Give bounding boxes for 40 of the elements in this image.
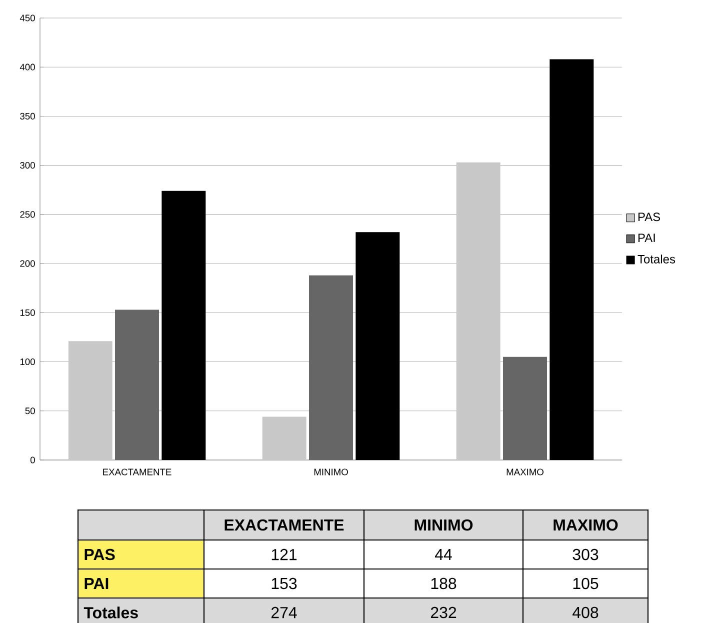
data-label: 408 [572,606,598,618]
bar [162,190,206,460]
x-tick-label: MINIMO [314,468,348,476]
text: PAI [84,578,108,589]
data-label: 153 [272,578,297,590]
data-label: 274 [271,606,297,618]
bar [68,341,112,460]
data-label: 188 [431,578,456,590]
x-tick-label: EXACTAMENTE [103,468,172,476]
x-tick-label: MAXIMO [506,468,544,476]
legend-label: Totales [638,254,676,264]
y-tick-label: 0 [30,456,35,464]
legend-label: PAI [638,234,655,242]
y-tick-label: 400 [20,64,35,70]
y-tick-label: 350 [20,112,35,120]
data-label: 44 [434,548,452,560]
y-tick-label: 450 [20,14,35,22]
category-label: MINIMO [414,519,473,531]
y-tick-label: 100 [20,358,35,366]
data-label: 105 [573,578,598,590]
data-label: 303 [572,548,598,560]
bar [309,275,353,460]
y-tick-label: 150 [20,309,35,316]
data-label: 232 [430,606,456,618]
bar [262,416,306,460]
text: Totales [84,606,138,618]
y-tick-label: 50 [25,408,35,414]
legend-label: PAS [638,212,660,222]
y-tick-label: 300 [20,162,35,169]
bar [115,310,160,460]
category-label: EXACTAMENTE [224,519,344,531]
y-tick-label: 200 [20,260,35,267]
bar [550,59,594,460]
data-label: 121 [272,548,297,560]
bar [456,162,500,460]
category-label: MAXIMO [554,519,618,531]
y-tick-label: 250 [20,211,35,218]
bar [502,356,547,460]
bar [356,232,400,460]
text: PAS [84,548,115,560]
